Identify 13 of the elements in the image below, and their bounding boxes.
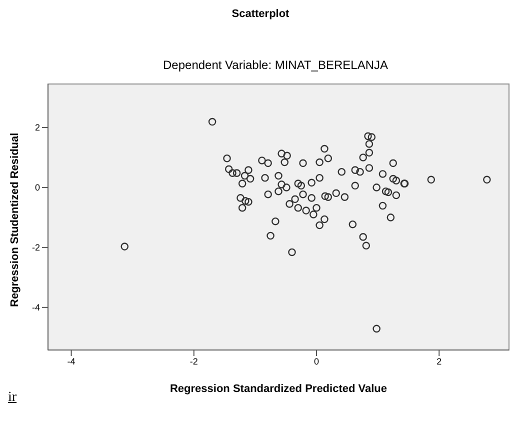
y-tick-label: -2 — [32, 242, 40, 253]
y-tick-label: -4 — [32, 302, 40, 313]
y-tick-label: 2 — [34, 122, 40, 133]
x-tick-label: 2 — [436, 356, 442, 366]
x-tick-label: 0 — [314, 356, 320, 366]
x-axis-title: Regression Standardized Predicted Value — [170, 383, 388, 395]
y-axis-title: Regression Studentized Residual — [8, 132, 21, 307]
y-tick-label: 0 — [34, 182, 40, 193]
chart-subtitle: Dependent Variable: MINAT_BERELANJA — [162, 58, 389, 74]
x-tick-label: -2 — [190, 356, 198, 366]
x-tick-label: -4 — [67, 356, 76, 366]
chart-title: Scatterplot — [230, 8, 290, 22]
text: ir — [8, 390, 17, 406]
